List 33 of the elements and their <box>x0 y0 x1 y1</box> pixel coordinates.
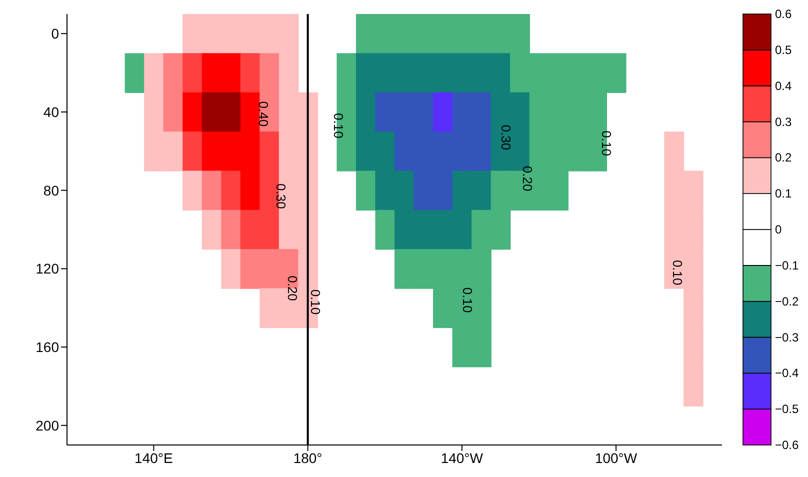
annotation: 0.10 <box>331 113 346 138</box>
y-tick-label: 0 <box>51 26 60 42</box>
color-bar-label: −0.3 <box>775 330 800 344</box>
x-tick-label: 180° <box>293 450 322 466</box>
y-tick-label: 120 <box>36 260 60 277</box>
annotation: 0.30 <box>273 184 288 209</box>
annotation: 0.10 <box>460 287 476 313</box>
annotation: 0.20 <box>284 276 300 301</box>
color-bar-label: 0.2 <box>775 150 792 165</box>
annotation: 0.30 <box>498 124 514 150</box>
annotation: 0.40 <box>256 101 271 127</box>
color-bar-label: 0.6 <box>775 7 792 21</box>
color-bar-label: 0.4 <box>775 78 792 93</box>
x-tick-label: 140°E <box>134 450 173 466</box>
annotation: 0.10 <box>670 260 686 286</box>
x-tick-label: 140°W <box>440 450 484 466</box>
color-bar-label: −0.2 <box>775 294 800 308</box>
color-bar-label: 0 <box>775 222 782 236</box>
color-bar-label: −0.4 <box>775 366 800 380</box>
y-tick-label: 200 <box>36 417 60 434</box>
annotation: 0.10 <box>598 130 614 156</box>
color-bar-label: −0.1 <box>775 258 800 272</box>
color-bar-label: 0.1 <box>775 186 792 201</box>
color-bar-label: −0.5 <box>775 402 800 416</box>
color-bar-label: 0.3 <box>775 114 792 129</box>
y-tick-label: 80 <box>43 182 60 198</box>
color-bar-label: −0.6 <box>775 438 800 452</box>
y-tick-label: 160 <box>36 339 60 356</box>
x-tick-label: 100°W <box>594 450 638 466</box>
color-bar-label: 0.5 <box>775 42 792 57</box>
y-tick-label: 40 <box>43 104 60 120</box>
annotation: 0.10 <box>308 289 324 315</box>
annotation: 0.20 <box>520 166 535 192</box>
